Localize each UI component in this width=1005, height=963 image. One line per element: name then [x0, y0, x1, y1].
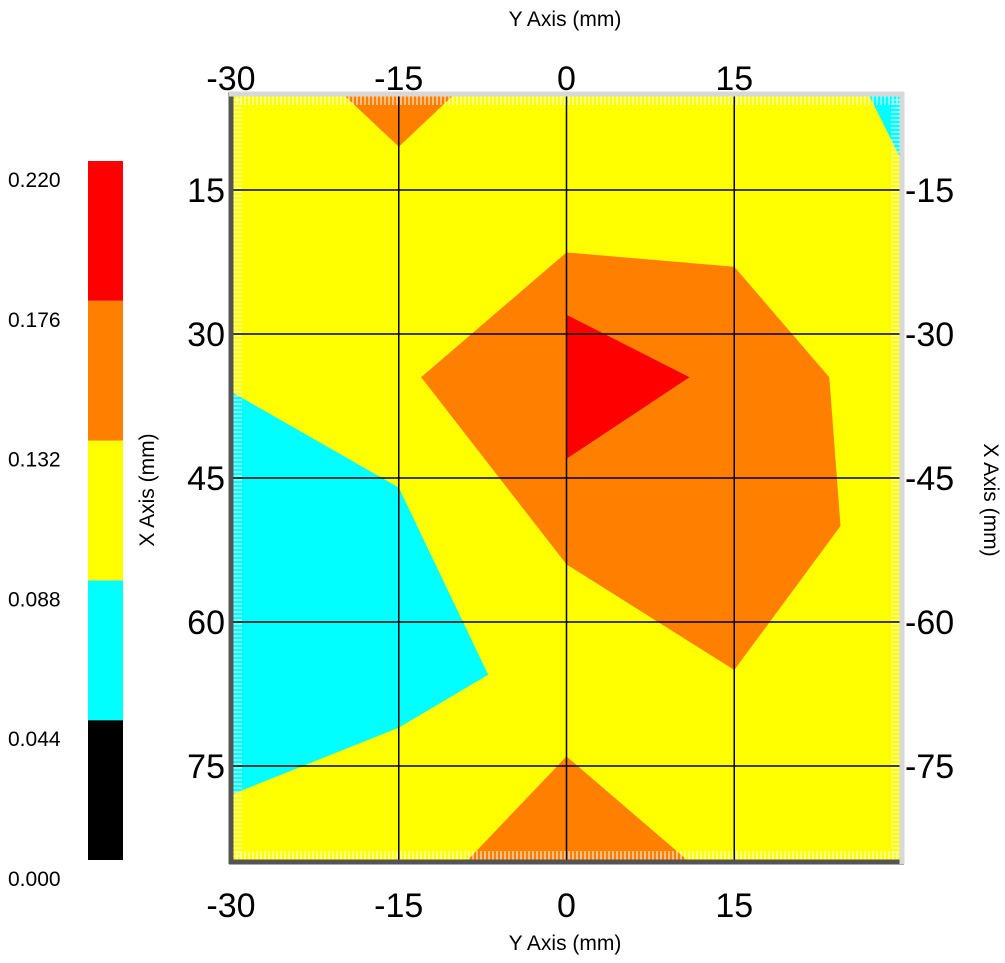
contour-region-2 [868, 94, 902, 162]
x-tick-label-bottom: -15 [374, 887, 423, 925]
colorbar-tick-label: 0.176 [8, 309, 61, 332]
x-tick-label-bottom: 0 [557, 887, 576, 925]
colorbar-labels: 0.220 0.176 0.132 0.088 0.044 0.000 [8, 169, 61, 891]
contour-region-5 [231, 391, 489, 795]
colorbar-band-1 [88, 720, 123, 860]
x-tick-label-top: -30 [206, 60, 255, 98]
x-axis-title-top: Y Axis (mm) [509, 8, 622, 31]
colorbar-band-5 [88, 161, 123, 301]
y-tick-label-left: 30 [187, 316, 225, 354]
y-tick-label-right: -60 [905, 604, 954, 642]
gridlines [231, 94, 902, 862]
x-tick-label-bottom: -30 [206, 887, 255, 925]
colorbar-band-3 [88, 440, 123, 581]
contour-region-4 [566, 314, 690, 459]
y-tick-label-left: 75 [187, 748, 225, 786]
y-axis-title-left: X Axis (mm) [136, 433, 159, 546]
contour-regions [231, 94, 902, 862]
colorbar-tick-label: 0.220 [8, 169, 61, 192]
y-tick-label-left: 15 [187, 172, 225, 210]
x-tick-label-top: -15 [374, 60, 423, 98]
colorbar-tick-label: 0.044 [8, 728, 61, 751]
tick-labels: -30 -15 0 15 -30 -15 0 15 15 30 45 60 75 -15 -30 -45 -60… [187, 60, 954, 925]
colorbar-tick-label: 0.132 [8, 449, 61, 472]
colorbar-band-2 [88, 580, 123, 721]
x-axis-title-bottom: Y Axis (mm) [509, 932, 622, 955]
y-axis-title-right: X Axis (mm) [979, 443, 1002, 556]
x-tick-label-bottom: 15 [715, 887, 753, 925]
x-tick-label-top: 15 [715, 60, 753, 98]
colorbar-band-4 [88, 300, 123, 441]
contour-region-6 [465, 756, 690, 862]
y-tick-label-right: -30 [905, 316, 954, 354]
y-tick-label-right: -15 [905, 172, 954, 210]
y-tick-label-right: -75 [905, 748, 954, 786]
colorbar [88, 161, 123, 860]
plot-frame [228, 91, 905, 865]
colorbar-tick-label: 0.000 [8, 868, 61, 891]
colorbar-tick-label: 0.088 [8, 588, 61, 611]
x-tick-label-top: 0 [557, 60, 576, 98]
contour-region-3 [421, 252, 841, 670]
y-tick-label-right: -45 [905, 460, 954, 498]
y-tick-label-left: 45 [187, 460, 225, 498]
y-tick-label-left: 60 [187, 604, 225, 642]
